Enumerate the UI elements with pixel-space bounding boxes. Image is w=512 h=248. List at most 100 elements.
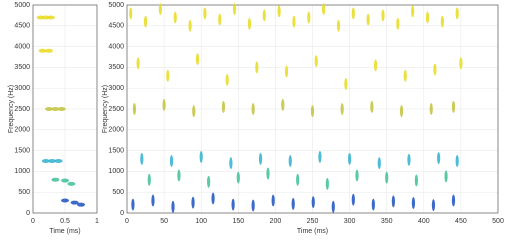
point (322, 3, 326, 16)
plot-frame (32, 4, 98, 214)
y-tick-label: 500 (18, 189, 30, 196)
point (207, 175, 211, 188)
point (162, 98, 166, 111)
point (171, 200, 175, 213)
x-tick-label: 0 (31, 218, 35, 225)
point (258, 152, 263, 165)
point (211, 192, 215, 205)
point (311, 196, 315, 209)
point (51, 177, 60, 182)
x-tick-label: 250 (307, 218, 319, 225)
y-tick-label: 3500 (108, 64, 124, 71)
point (440, 15, 444, 28)
point (262, 9, 266, 22)
y-tick-label: 3000 (108, 85, 124, 92)
y-tick-label: 4500 (108, 23, 124, 30)
y-tick-label: 1000 (108, 168, 124, 175)
x-tick-label: 0 (125, 218, 129, 225)
y-tick-label: 1500 (108, 147, 124, 154)
point (399, 105, 404, 118)
point (344, 78, 348, 91)
x-axis-label: Time (ms) (297, 228, 328, 235)
y-tick-label: 3000 (14, 85, 30, 92)
point (373, 59, 378, 72)
x-tick-label: 300 (344, 218, 356, 225)
point (232, 3, 237, 16)
point (291, 197, 295, 210)
point (41, 159, 50, 163)
point (314, 55, 318, 68)
point (391, 195, 395, 208)
point (54, 159, 63, 163)
point (166, 69, 170, 82)
point (281, 98, 285, 111)
point (169, 155, 174, 167)
x-tick-label: 400 (418, 218, 430, 225)
point (296, 173, 300, 186)
point (431, 199, 436, 212)
point (132, 103, 137, 115)
point (307, 11, 311, 24)
plot-frame (126, 4, 499, 214)
point (45, 48, 53, 53)
y-tick-label: 2500 (108, 106, 124, 113)
point (355, 169, 359, 182)
y-tick-label: 3500 (14, 64, 30, 71)
y-axis-label: Frequency (Hz) (102, 85, 109, 133)
point (411, 197, 416, 210)
point (396, 17, 400, 30)
point (425, 11, 430, 24)
y-tick-label: 0 (26, 210, 30, 217)
point (143, 15, 148, 28)
x-tick-label: 500 (492, 218, 504, 225)
point (77, 202, 85, 207)
point (251, 199, 255, 212)
point (46, 15, 55, 20)
point (366, 13, 370, 26)
point (451, 100, 456, 113)
point (51, 107, 60, 111)
point (188, 19, 192, 32)
y-tick-label: 2000 (14, 127, 30, 134)
point (271, 194, 275, 207)
point (340, 103, 344, 115)
point (195, 53, 200, 66)
point (288, 155, 292, 167)
point (229, 157, 233, 170)
x-tick-label: 450 (455, 218, 467, 225)
point (57, 107, 66, 111)
point (455, 155, 459, 167)
point (310, 105, 315, 118)
point (370, 100, 374, 113)
point (414, 174, 418, 187)
point (147, 173, 151, 186)
point (385, 171, 389, 184)
y-tick-label: 1000 (14, 168, 30, 175)
point (444, 170, 448, 183)
point (351, 193, 355, 206)
point (177, 169, 181, 182)
x-tick-label: 0.5 (60, 218, 70, 225)
point (429, 103, 433, 115)
y-tick-label: 4500 (14, 23, 30, 30)
point (158, 3, 162, 16)
point (381, 9, 385, 22)
point (403, 69, 407, 82)
point (61, 198, 69, 203)
chart: 0500100015002000250030003500400045005000… (8, 2, 504, 235)
y-tick-label: 4000 (108, 43, 124, 50)
point (251, 103, 255, 115)
point (433, 63, 437, 76)
point (318, 150, 322, 163)
x-tick-label: 50 (160, 218, 168, 225)
point (437, 152, 441, 165)
y-tick-label: 1500 (14, 147, 30, 154)
point (140, 152, 144, 165)
point (225, 73, 229, 86)
point (129, 7, 133, 20)
point (221, 100, 226, 113)
point (236, 171, 240, 184)
point (67, 181, 76, 186)
point (45, 107, 53, 111)
point (331, 200, 335, 213)
